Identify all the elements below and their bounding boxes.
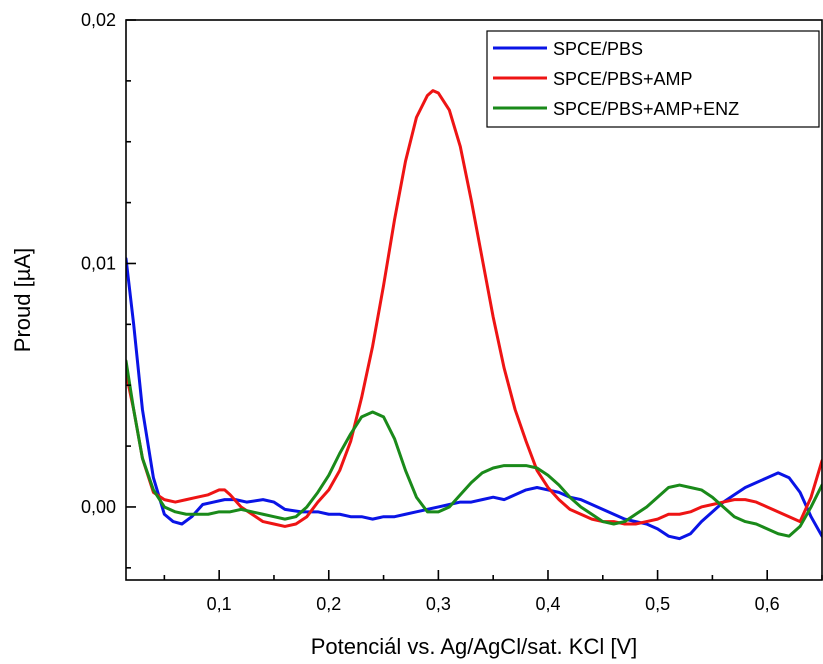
x-tick-label: 0,5 (645, 594, 670, 614)
legend-entry: SPCE/PBS (553, 39, 643, 59)
legend: SPCE/PBS SPCE/PBS+AMP SPCE/PBS+AMP+ENZ (486, 30, 820, 128)
x-tick-label: 0,1 (207, 594, 232, 614)
series-line-3 (126, 359, 822, 538)
series-line-1 (126, 257, 822, 541)
legend-entry: SPCE/PBS+AMP (553, 69, 693, 89)
x-tick-label: 0,2 (316, 594, 341, 614)
plot-frame (125, 19, 823, 581)
y-tick-label: 0,02 (81, 10, 116, 30)
x-tick-label: 0,6 (755, 594, 780, 614)
ticks-layer: 0,1 0,2 0,3 0,4 0,5 0,6 0,00 0,01 0,02 (81, 10, 823, 614)
x-tick-label: 0,4 (535, 594, 560, 614)
y-tick-label: 0,01 (81, 253, 116, 273)
series-line-2 (126, 89, 822, 528)
y-axis-label: Proud [µA] (10, 248, 35, 352)
axes-layer (125, 19, 823, 581)
legend-entry: SPCE/PBS+AMP+ENZ (553, 99, 739, 119)
x-axis-label: Potenciál vs. Ag/AgCl/sat. KCl [V] (311, 634, 637, 659)
y-tick-label: 0,00 (81, 497, 116, 517)
series-layer (126, 89, 822, 541)
x-tick-label: 0,3 (426, 594, 451, 614)
